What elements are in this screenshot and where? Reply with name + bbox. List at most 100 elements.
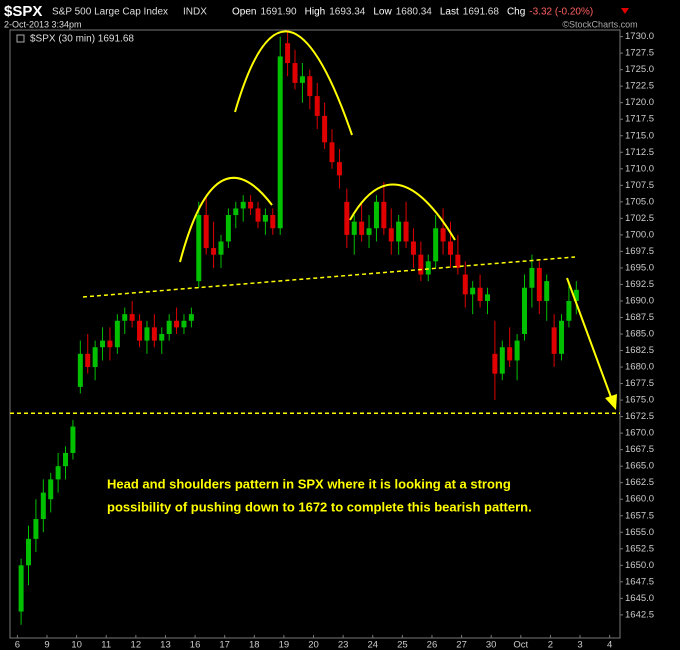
candle-body xyxy=(218,241,224,255)
candle-body xyxy=(455,254,461,268)
candle-body xyxy=(40,492,46,520)
candle-body xyxy=(566,300,572,321)
date: 2-Oct-2013 3:34pm xyxy=(4,19,82,29)
index-name: S&P 500 Large Cap Index xyxy=(52,7,168,18)
candle-body xyxy=(262,215,268,222)
y-tick-label: 1665.0 xyxy=(625,461,654,472)
x-tick-label: 25 xyxy=(397,640,408,650)
y-tick-label: 1682.5 xyxy=(625,345,654,356)
candle-body xyxy=(544,281,550,301)
candle-body xyxy=(484,294,490,301)
x-tick-label: 30 xyxy=(486,640,497,650)
y-tick-label: 1677.5 xyxy=(625,378,654,389)
y-tick-label: 1672.5 xyxy=(625,411,654,422)
y-tick-label: 1670.0 xyxy=(625,428,654,439)
x-tick-label: 6 xyxy=(15,640,20,650)
quote-value: 1691.68 xyxy=(463,7,500,18)
candle-body xyxy=(159,334,165,341)
candle-body xyxy=(381,201,387,229)
candle-body xyxy=(403,221,409,242)
quote-value: 1680.34 xyxy=(396,7,433,18)
y-tick-label: 1707.5 xyxy=(625,180,654,191)
candle-body xyxy=(559,320,565,354)
candle-body xyxy=(166,320,172,334)
candle-body xyxy=(307,76,313,97)
y-tick-label: 1657.5 xyxy=(625,510,654,521)
y-tick-label: 1685.0 xyxy=(625,329,654,340)
y-tick-label: 1700.0 xyxy=(625,229,654,240)
candle-body xyxy=(418,254,424,275)
y-tick-label: 1662.5 xyxy=(625,477,654,488)
candle-body xyxy=(129,314,135,321)
x-tick-label: 12 xyxy=(131,640,142,650)
quote: Open 1691.90 High 1693.34 Low 1680.34 Last 1691… xyxy=(232,7,593,18)
x-tick-label: 4 xyxy=(607,640,612,650)
candle-body xyxy=(114,320,120,348)
exchange: INDX xyxy=(183,7,207,18)
x-tick-label: 26 xyxy=(427,640,438,650)
y-tick-label: 1695.0 xyxy=(625,262,654,273)
x-tick-label: Oct xyxy=(513,640,528,650)
candle-body xyxy=(137,320,143,341)
candle-body xyxy=(285,43,291,64)
x-tick-label: 11 xyxy=(101,640,111,650)
neckline xyxy=(82,256,576,298)
quote-label: Low xyxy=(373,7,392,18)
candle-body xyxy=(255,208,261,222)
x-tick-label: 18 xyxy=(249,640,260,650)
candle-body xyxy=(477,287,483,301)
y-tick-label: 1650.0 xyxy=(625,560,654,571)
legend: $SPX (30 min) 1691.68 xyxy=(30,34,134,45)
candle-body xyxy=(48,479,54,500)
quote-label: Last xyxy=(440,7,459,18)
pattern-drawing xyxy=(82,30,617,410)
plot: 1642.5 1645.0 1647.5 1650.0 1652.5 1655.0 1657… xyxy=(10,30,654,650)
y-tick-label: 1690.0 xyxy=(625,295,654,306)
candle-body xyxy=(196,215,202,282)
y-tick-label: 1725.0 xyxy=(625,64,654,75)
quote-value: 1691.90 xyxy=(260,7,297,18)
arrow-shaft xyxy=(566,277,613,401)
y-tick-label: 1712.5 xyxy=(625,147,654,158)
credit: ©StockCharts.com xyxy=(562,19,637,29)
candle-body xyxy=(107,340,113,348)
candle-body xyxy=(462,274,468,295)
candle-body xyxy=(366,228,372,235)
y-tick-label: 1675.0 xyxy=(625,395,654,406)
candle-body xyxy=(225,215,231,242)
candle-body xyxy=(373,201,379,229)
y-tick-label: 1722.5 xyxy=(625,81,654,92)
candle-body xyxy=(425,261,431,275)
candle-body xyxy=(92,347,98,368)
candle-body xyxy=(410,241,416,255)
annotation: possibility of pushing down to 1672 to c… xyxy=(107,499,532,514)
arrow-head xyxy=(605,394,617,410)
candle-body xyxy=(551,327,557,354)
x-tick-label: 19 xyxy=(279,640,290,650)
y-tick-label: 1697.5 xyxy=(625,246,654,257)
candle-body xyxy=(396,221,402,242)
quote-label: High xyxy=(305,7,326,18)
y-tick-label: 1705.0 xyxy=(625,196,654,207)
candle-body xyxy=(240,201,246,209)
candle-body xyxy=(507,347,513,361)
y-tick-label: 1710.0 xyxy=(625,163,654,174)
y-tick-label: 1687.5 xyxy=(625,312,654,323)
candle-body xyxy=(18,565,24,612)
legend-icon xyxy=(16,34,25,43)
candle-body xyxy=(514,340,520,361)
x-tick-label: 10 xyxy=(71,640,82,650)
candle-body xyxy=(63,452,69,467)
y-tick-label: 1660.0 xyxy=(625,494,654,505)
quote-value: -3.32 (-0.20%) xyxy=(529,7,593,18)
y-tick-label: 1702.5 xyxy=(625,213,654,224)
x-tick-label: 27 xyxy=(456,640,467,650)
candle-body xyxy=(359,221,365,235)
candle-body xyxy=(55,466,61,480)
candle-body xyxy=(248,201,254,209)
candle-body xyxy=(188,314,194,321)
candle-body xyxy=(211,248,217,255)
candle-body xyxy=(536,267,542,301)
candle-body xyxy=(573,289,579,301)
